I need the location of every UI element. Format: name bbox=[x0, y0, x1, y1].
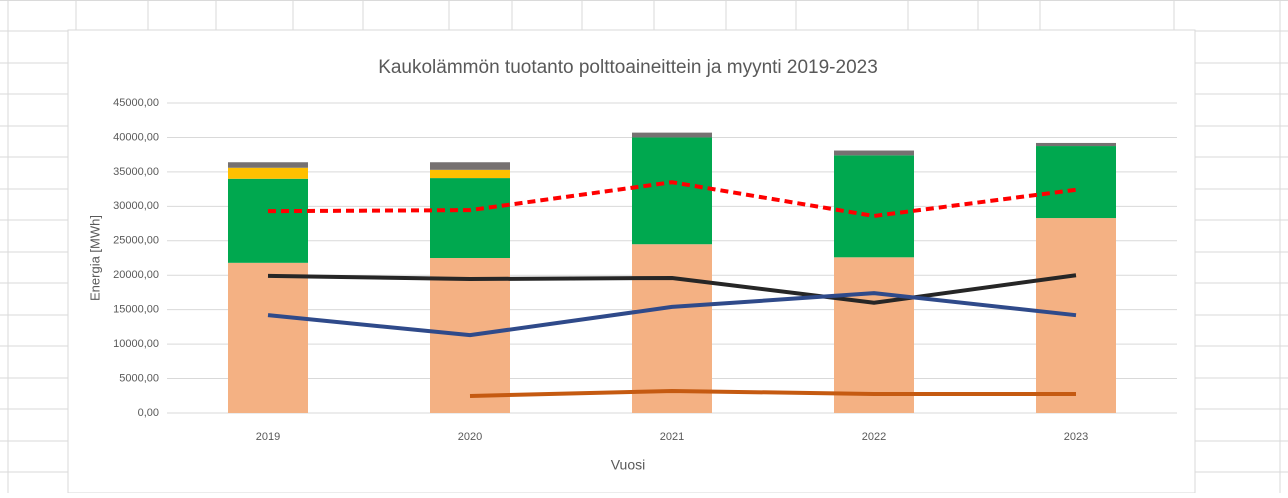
x-tick-label: 2022 bbox=[862, 431, 886, 443]
bar-segment bbox=[632, 244, 712, 413]
line-series bbox=[469, 388, 1076, 398]
bar-segment bbox=[228, 262, 308, 413]
y-tick-label: 35000,00 bbox=[113, 166, 159, 178]
x-tick-label: 2023 bbox=[1064, 431, 1088, 443]
bar-segment bbox=[430, 169, 510, 179]
bar-segment bbox=[430, 162, 510, 170]
bar-segment bbox=[632, 137, 712, 245]
line-series bbox=[267, 291, 1077, 338]
x-tick-label: 2020 bbox=[458, 431, 482, 443]
x-axis-label: Vuosi bbox=[611, 457, 646, 473]
bar-segment bbox=[632, 132, 712, 138]
bar-segment bbox=[1036, 146, 1116, 219]
y-tick-label: 45000,00 bbox=[113, 97, 159, 109]
bar-segment bbox=[430, 178, 510, 258]
bar-segment bbox=[1036, 142, 1116, 147]
y-tick-label: 25000,00 bbox=[113, 235, 159, 247]
x-tick-label: 2019 bbox=[256, 431, 280, 443]
chart-title: Kaukolämmön tuotanto polttoaineittein ja… bbox=[378, 57, 878, 78]
x-tick-label: 2021 bbox=[660, 431, 684, 443]
y-tick-label: 40000,00 bbox=[113, 131, 159, 143]
bar-segment bbox=[834, 257, 914, 413]
y-tick-label: 30000,00 bbox=[113, 200, 159, 212]
line-series bbox=[267, 273, 1077, 305]
bar-segment bbox=[228, 167, 308, 179]
line-series bbox=[267, 180, 1077, 218]
y-tick-label: 10000,00 bbox=[113, 338, 159, 350]
bar-segment bbox=[834, 155, 914, 258]
y-tick-label: 0,00 bbox=[138, 407, 159, 419]
y-tick-label: 5000,00 bbox=[119, 372, 159, 384]
y-axis-label: Energia [MWh] bbox=[87, 215, 102, 301]
bar-segment bbox=[834, 150, 914, 156]
bar-segment bbox=[228, 162, 308, 168]
bar-segment bbox=[228, 178, 308, 263]
bar-segment bbox=[1036, 218, 1116, 413]
y-tick-label: 15000,00 bbox=[113, 304, 159, 316]
y-tick-label: 20000,00 bbox=[113, 269, 159, 281]
